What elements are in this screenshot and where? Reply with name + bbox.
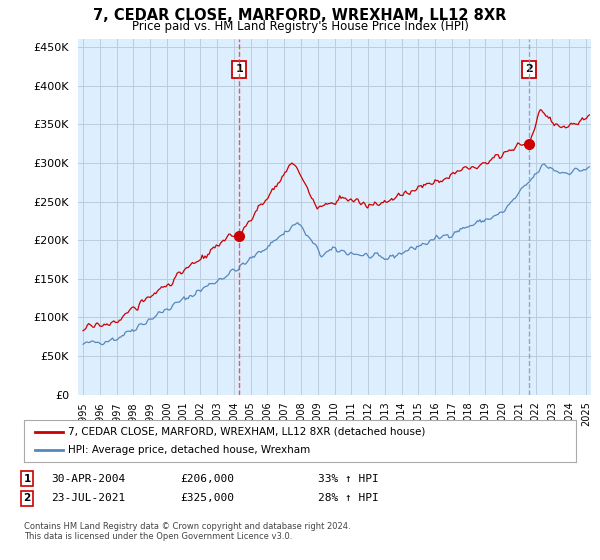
Text: 2: 2 xyxy=(23,493,31,503)
Text: 28% ↑ HPI: 28% ↑ HPI xyxy=(318,493,379,503)
Text: 30-APR-2004: 30-APR-2004 xyxy=(51,474,125,484)
Text: HPI: Average price, detached house, Wrexham: HPI: Average price, detached house, Wrex… xyxy=(68,445,310,455)
Text: 7, CEDAR CLOSE, MARFORD, WREXHAM, LL12 8XR (detached house): 7, CEDAR CLOSE, MARFORD, WREXHAM, LL12 8… xyxy=(68,427,425,437)
Text: 1: 1 xyxy=(236,64,244,74)
Text: 33% ↑ HPI: 33% ↑ HPI xyxy=(318,474,379,484)
Text: Price paid vs. HM Land Registry's House Price Index (HPI): Price paid vs. HM Land Registry's House … xyxy=(131,20,469,32)
Text: Contains HM Land Registry data © Crown copyright and database right 2024.
This d: Contains HM Land Registry data © Crown c… xyxy=(24,522,350,542)
Text: £206,000: £206,000 xyxy=(180,474,234,484)
Text: 2: 2 xyxy=(525,64,533,74)
Text: £325,000: £325,000 xyxy=(180,493,234,503)
Text: 1: 1 xyxy=(23,474,31,484)
Text: 23-JUL-2021: 23-JUL-2021 xyxy=(51,493,125,503)
Text: 7, CEDAR CLOSE, MARFORD, WREXHAM, LL12 8XR: 7, CEDAR CLOSE, MARFORD, WREXHAM, LL12 8… xyxy=(94,8,506,24)
